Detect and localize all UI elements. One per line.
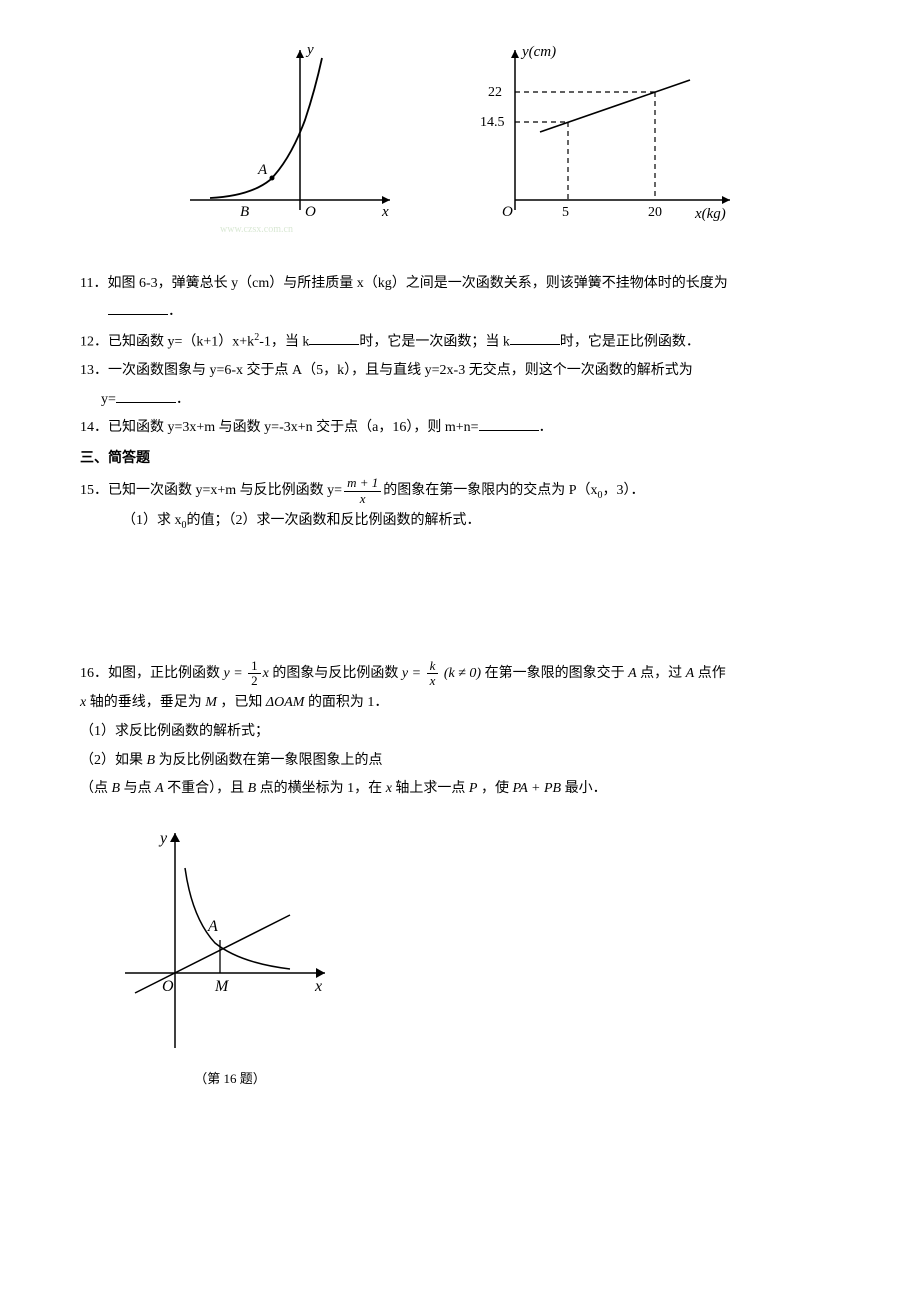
q16-A1: A — [628, 666, 637, 681]
fig16-y: y — [158, 830, 168, 847]
fig16-O: O — [162, 978, 174, 995]
q16-f1-num: 1 — [248, 659, 261, 674]
q16-p3-m2: 不重合），且 — [164, 781, 248, 796]
fig-right-O: O — [502, 204, 513, 220]
q14: 14．已知函数 y=3x+m 与函数 y=-3x+n 交于点（a，16），则 m… — [80, 415, 840, 442]
fig-left-O: O — [305, 204, 316, 220]
q16-prefix: 16．如图，正比例函数 — [80, 666, 224, 681]
q15-prefix: 15．已知一次函数 y=x+m 与反比例函数 y= — [80, 483, 342, 498]
fig-right-y: y(cm) — [520, 44, 556, 60]
q11: 11．如图 6-3，弹簧总长 y（cm）与所挂质量 x（kg）之间是一次函数关系… — [80, 271, 840, 298]
q13-text: 13．一次函数图象与 y=6-x 交于点 A（5，k），且与直线 y=2x-3 … — [80, 363, 693, 378]
q13-line2: y=． — [80, 387, 840, 414]
q15-sub: （1）求 x0的值；（2）求一次函数和反比例函数的解析式． — [80, 508, 840, 535]
q16-part1: （1）求反比例函数的解析式； — [80, 719, 840, 746]
q16-expr: PA + PB — [512, 781, 561, 796]
figure-16: y x O A M （第 16 题） — [120, 823, 840, 1092]
q16-B2: B — [112, 781, 121, 796]
q11-blank — [108, 300, 168, 315]
q16-f2-num: k — [427, 659, 439, 674]
q15-sub1: （1）求 x — [122, 513, 182, 528]
q16-frac2: kx — [427, 659, 439, 689]
q15-mid: 的图象在第一象限内的交点为 P（x — [383, 483, 597, 498]
figure-left: A B O y x www.czsx.com.cn — [180, 40, 400, 251]
q16-p3-m4: 轴上求一点 — [392, 781, 469, 796]
fig-left-A: A — [257, 162, 268, 178]
q15-frac-num: m + 1 — [344, 476, 381, 491]
fig16-A: A — [207, 918, 218, 935]
q16-p3-m3: 点的横坐标为 1，在 — [256, 781, 386, 796]
q16-line2: x 轴的垂线，垂足为 M ，已知 ΔOAM 的面积为 1． — [80, 690, 840, 717]
q16-cond: (k ≠ 0) — [444, 666, 481, 681]
q16-M: M — [205, 695, 217, 710]
top-figures-row: A B O y x www.czsx.com.cn y(cm) x(kg) O — [80, 40, 840, 251]
q15: 15．已知一次函数 y=x+m 与反比例函数 y=m + 1x的图象在第一象限内… — [80, 476, 840, 506]
q16-line1: 16．如图，正比例函数 y = 12 x 的图象与反比例函数 y = kx (k … — [80, 659, 840, 689]
fig16-x: x — [314, 978, 322, 995]
q12-suffix: 时，它是正比例函数． — [560, 334, 700, 349]
q12-prefix: 12．已知函数 y=（k+1）x+k — [80, 334, 254, 349]
q13-y: y= — [101, 392, 116, 407]
fig-right-ytick2: 14.5 — [480, 115, 505, 130]
q15-sub2: 的值；（2）求一次函数和反比例函数的解析式． — [187, 513, 481, 528]
fig16-M: M — [214, 978, 230, 995]
q11-text: 11．如图 6-3，弹簧总长 y（cm）与所挂质量 x（kg）之间是一次函数关系… — [80, 276, 728, 291]
fig-left-x: x — [381, 204, 389, 220]
q12: 12．已知函数 y=（k+1）x+k2-1，当 k时，它是一次函数；当 k时，它… — [80, 328, 840, 356]
q15-suffix: ，3）． — [603, 483, 645, 498]
q12-blank2 — [510, 330, 560, 345]
q14-prefix: 14．已知函数 y=3x+m 与函数 y=-3x+n 交于点（a，16），则 m… — [80, 420, 479, 435]
q13-blank — [116, 388, 176, 403]
q16-B1: B — [147, 753, 156, 768]
fig-right-xtick1: 5 — [562, 205, 569, 220]
q12-mid1: -1，当 k — [259, 334, 309, 349]
q11-blank-line: ． — [80, 299, 840, 326]
figure-right-svg: y(cm) x(kg) O 22 14.5 5 20 — [480, 40, 740, 240]
q16-eq1-lhs: y = — [224, 666, 243, 681]
q15-frac-den: x — [344, 492, 381, 506]
fig-left-watermark: www.czsx.com.cn — [220, 224, 293, 235]
q16-f2-den: x — [427, 674, 439, 688]
q13-line1: 13．一次函数图象与 y=6-x 交于点 A（5，k），且与直线 y=2x-3 … — [80, 358, 840, 385]
q16-eq2-lhs: y = — [402, 666, 421, 681]
fig-left-y: y — [305, 42, 314, 58]
q14-blank — [479, 416, 539, 431]
fig-right-xtick2: 20 — [648, 205, 662, 220]
fig-right-x: x(kg) — [694, 206, 726, 222]
q12-blank1 — [309, 330, 359, 345]
figure-left-svg: A B O y x www.czsx.com.cn — [180, 40, 400, 240]
q16-A2: A — [686, 666, 695, 681]
q16-f1-den: 2 — [248, 674, 261, 688]
figure-right: y(cm) x(kg) O 22 14.5 5 20 — [480, 40, 740, 251]
q16-part2: （2）如果 B 为反比例函数在第一象限图象上的点 — [80, 748, 840, 775]
fig-left-B: B — [240, 204, 249, 220]
fig16-caption: （第 16 题） — [120, 1067, 340, 1092]
q16-p3-m5: ，使 — [477, 781, 512, 796]
q16-A3: A — [155, 781, 164, 796]
fig-right-ytick1: 22 — [488, 85, 502, 100]
q16-mid2: 在第一象限的图象交于 — [481, 666, 628, 681]
q16-p3-suf: 最小． — [561, 781, 607, 796]
q16-l2-m1: 轴的垂线，垂足为 — [86, 695, 205, 710]
q15-frac: m + 1x — [344, 476, 381, 506]
q16-l2-suf: 的面积为 1． — [304, 695, 388, 710]
section-3-head: 三、简答题 — [80, 446, 840, 473]
q16-B3: B — [248, 781, 257, 796]
q12-mid2: 时，它是一次函数；当 k — [359, 334, 510, 349]
q16-mid1: 的图象与反比例函数 — [269, 666, 402, 681]
q16-mid4: 点作 — [694, 666, 726, 681]
spacer-1 — [80, 537, 840, 657]
q16-part3: （点 B 与点 A 不重合），且 B 点的横坐标为 1，在 x 轴上求一点 P … — [80, 776, 840, 803]
q16-tri: ΔOAM — [266, 695, 305, 710]
q16-l2-m2: ，已知 — [217, 695, 266, 710]
figure-16-svg: y x O A M — [120, 823, 340, 1053]
q16-p3-pre: （点 — [80, 781, 112, 796]
q16-frac1: 12 — [248, 659, 261, 689]
q16-mid3: 点，过 — [637, 666, 686, 681]
q16-p3-m1: 与点 — [120, 781, 155, 796]
